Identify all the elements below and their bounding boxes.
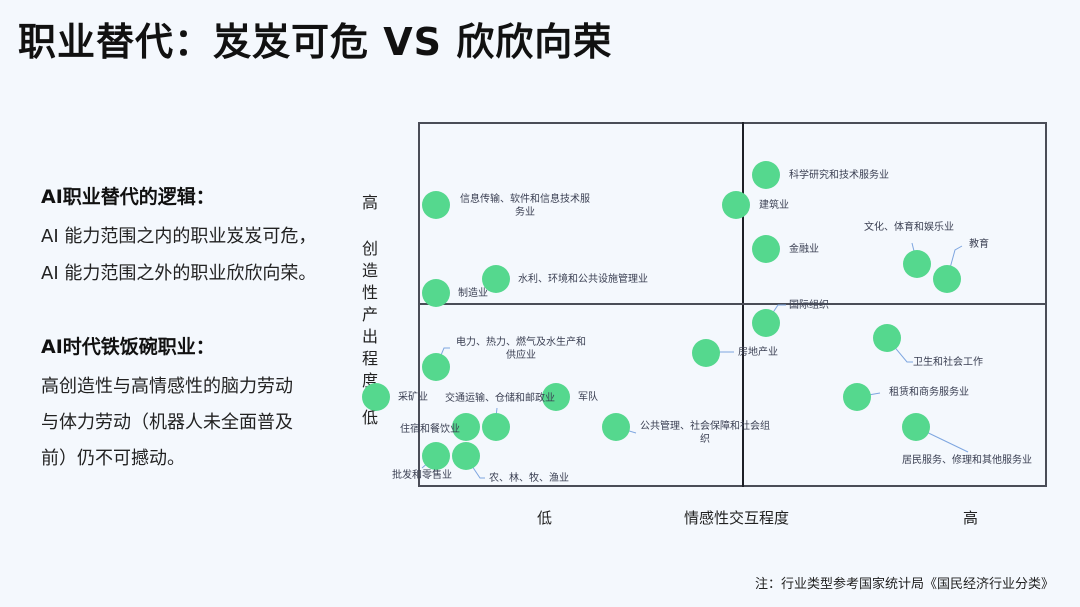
label-construction: 建筑业 [759, 200, 789, 211]
label-education: 教育 [969, 239, 989, 250]
label-public-line1: 公共管理、社会保障和社会组 [640, 421, 770, 432]
source-note: 注：行业类型参考国家统计局《国民经济行业分类》 [754, 577, 1054, 592]
label-international: 国际组织 [789, 300, 829, 311]
bubble-power [422, 353, 450, 381]
bubble-retail [422, 442, 450, 470]
ironbowl-line-2: 与体力劳动（机器人未全面普及 [41, 412, 293, 433]
label-public: 公共管理、社会保障和社会组 织 [637, 420, 773, 446]
y-tick-high: 高 [362, 193, 379, 212]
label-power-line1: 电力、热力、燃气及水生产和 [456, 337, 586, 348]
ironbowl-line-3: 前）仍不可撼动。 [41, 448, 185, 469]
label-hotel: 住宿和餐饮业 [400, 424, 460, 435]
logic-line-1: AI 能力范围之内的职业岌岌可危， [41, 226, 317, 247]
x-tick-high: 高 [963, 509, 979, 527]
label-retail: 批发和零售业 [392, 470, 452, 481]
label-power: 电力、热力、燃气及水生产和 供应业 [453, 336, 589, 362]
bubble-water [482, 265, 510, 293]
label-lease: 租赁和商务服务业 [889, 387, 969, 398]
label-finance: 金融业 [789, 244, 819, 255]
bubble-international [752, 309, 780, 337]
y-tick-low: 低 [362, 408, 379, 427]
label-realestate: 房地产业 [738, 347, 778, 358]
bubble-mining [362, 383, 390, 411]
ironbowl-line-1: 高创造性与高情感性的脑力劳动 [41, 376, 293, 397]
horizontal-quadrant-divider [418, 303, 1047, 305]
label-culture: 文化、体育和娱乐业 [864, 222, 954, 233]
bubble-army [542, 383, 570, 411]
page-title: 职业替代：岌岌可危 VS 欣欣向荣 [18, 20, 613, 64]
bubble-resident [902, 413, 930, 441]
bubble-realestate [692, 339, 720, 367]
bubble-education [933, 265, 961, 293]
bubble-lease [843, 383, 871, 411]
label-mining: 采矿业 [398, 392, 428, 403]
label-transport: 交通运输、仓储和邮政业 [445, 393, 555, 404]
bubble-hotel [452, 413, 480, 441]
label-info-tech-line2: 务业 [515, 207, 535, 218]
label-army: 军队 [578, 392, 598, 403]
bubble-health [873, 324, 901, 352]
bubble-culture [903, 250, 931, 278]
x-axis-title: 情感性交互程度 [684, 509, 790, 527]
logic-line-2: AI 能力范围之外的职业欣欣向荣。 [41, 263, 317, 284]
bubble-construction [722, 191, 750, 219]
bubble-info-tech [422, 191, 450, 219]
bubble-transport [482, 413, 510, 441]
bubble-agriculture [452, 442, 480, 470]
label-power-line2: 供应业 [506, 350, 536, 361]
label-science: 科学研究和技术服务业 [789, 170, 889, 181]
label-info-tech: 信息传输、软件和信息技术服 务业 [457, 193, 593, 219]
label-manufacturing: 制造业 [458, 288, 488, 299]
label-water: 水利、环境和公共设施管理业 [518, 274, 648, 285]
y-axis-title: 创造性产出程度 [362, 239, 379, 390]
bubble-finance [752, 235, 780, 263]
x-tick-low: 低 [537, 509, 553, 527]
label-health: 卫生和社会工作 [913, 357, 983, 368]
bubble-science [752, 161, 780, 189]
label-info-tech-line1: 信息传输、软件和信息技术服 [460, 194, 590, 205]
section-heading-logic: AI职业替代的逻辑： [41, 186, 215, 208]
bubble-public [602, 413, 630, 441]
section-heading-ironbowl: AI时代铁饭碗职业： [41, 336, 215, 358]
bubble-manufacturing [422, 279, 450, 307]
label-public-line2: 织 [700, 434, 710, 445]
label-resident: 居民服务、修理和其他服务业 [902, 455, 1032, 466]
label-agriculture: 农、林、牧、渔业 [489, 473, 569, 484]
